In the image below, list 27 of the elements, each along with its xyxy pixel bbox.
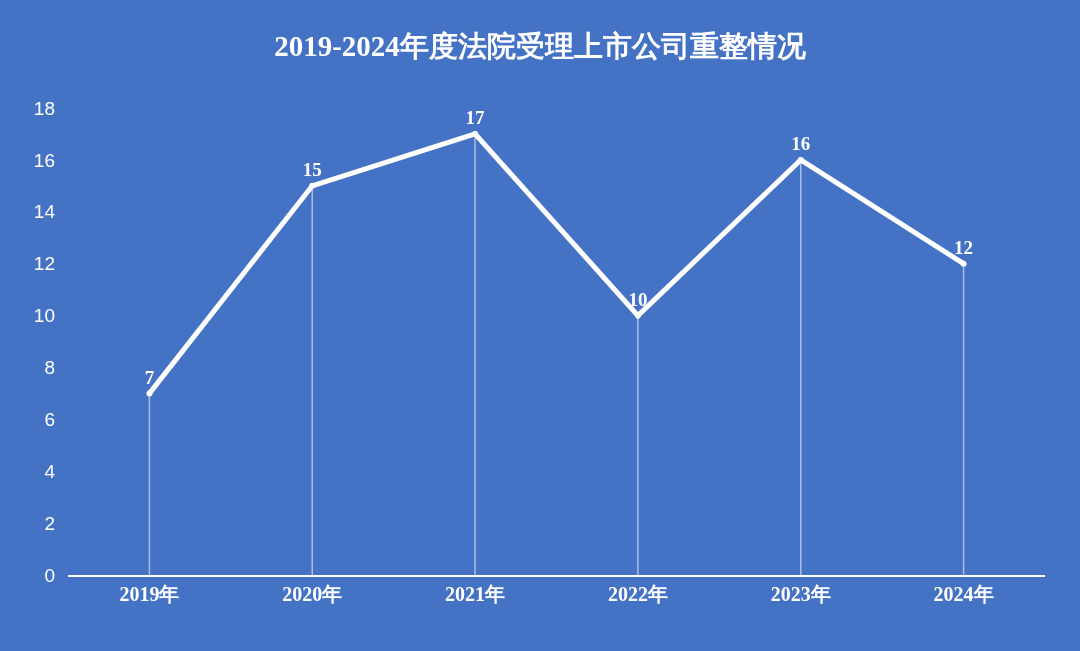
y-tick-label: 18 [33,97,55,119]
y-tick-label: 4 [44,460,56,482]
x-tick-label: 2023年 [770,583,831,605]
y-tick-label: 16 [33,149,55,171]
y-tick-label: 8 [44,357,55,379]
x-tick-label: 2020年 [282,583,343,605]
data-label: 7 [144,366,155,388]
point [309,182,316,189]
point [960,260,967,267]
data-label: 12 [954,237,974,259]
data-label: 10 [628,289,648,311]
y-tick-label: 12 [33,253,55,275]
data-label: 17 [465,107,486,129]
y-tick-label: 14 [33,201,56,223]
x-tick-label: 2022年 [607,583,668,605]
data-label: 15 [302,159,322,181]
data-label: 16 [791,133,811,155]
point [146,390,153,397]
y-tick-label: 10 [33,305,55,327]
y-tick-label: 0 [44,564,55,586]
x-tick-label: 2021年 [445,583,506,605]
y-tick-label: 6 [44,408,55,430]
point [472,130,479,137]
y-tick-label: 2 [44,512,55,534]
x-tick-label: 2019年 [119,583,180,605]
chart-title: 2019-2024年度法院受理上市公司重整情况 [274,29,807,62]
x-tick-label: 2024年 [933,583,994,605]
